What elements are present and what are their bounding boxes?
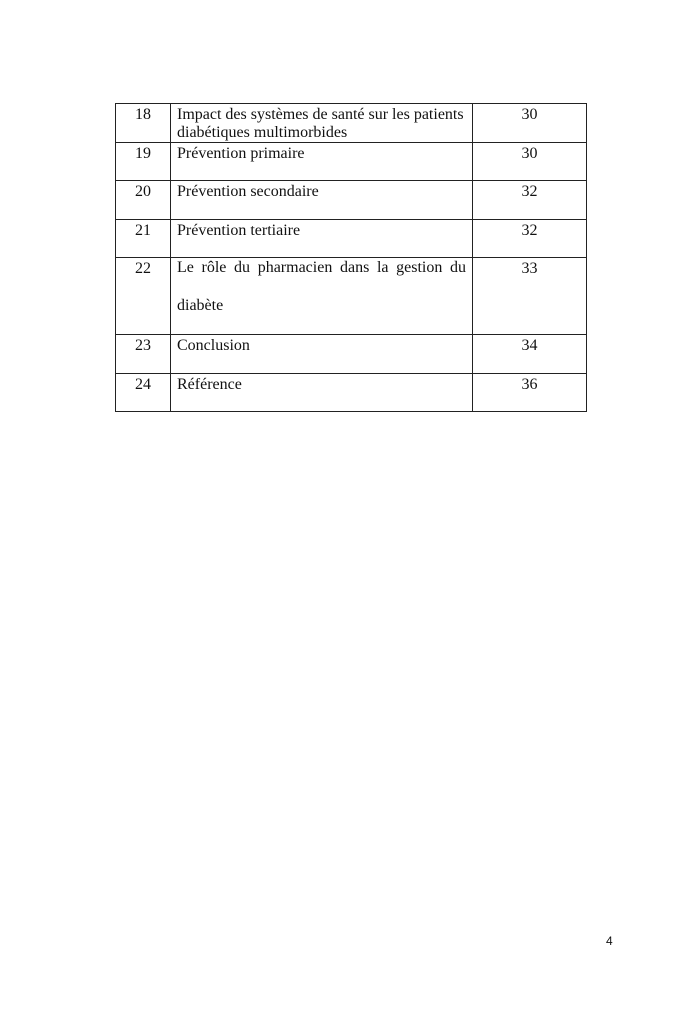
table-row: 22 Le rôle du pharmacien dans la gestion …	[115, 248, 587, 335]
toc-page: 30	[472, 142, 587, 181]
toc-number: 19	[115, 142, 171, 181]
toc-number: 23	[115, 334, 171, 374]
toc-number: 21	[115, 219, 171, 258]
toc-page: 30	[472, 103, 587, 143]
table-row: 19 Prévention primaire 30	[115, 142, 587, 181]
toc-number: 24	[115, 373, 171, 412]
toc-page: 32	[472, 219, 587, 258]
toc-number: 22	[115, 257, 171, 335]
toc-page: 32	[472, 180, 587, 220]
page-number: 4	[606, 934, 613, 948]
toc-page: 36	[472, 373, 587, 412]
toc-page: 34	[472, 334, 587, 374]
toc-number: 18	[115, 103, 171, 143]
toc-title: Prévention primaire	[170, 142, 473, 181]
toc-page: 33	[472, 257, 587, 335]
toc-title: Prévention secondaire	[170, 180, 473, 220]
toc-number: 20	[115, 180, 171, 220]
table-row: 24 Référence 36	[115, 373, 587, 412]
toc-title: Référence	[170, 373, 473, 412]
table-row: 18 Impact des systèmes de santé sur les p…	[115, 103, 587, 143]
toc-title: Le rôle du pharmacien dans la gestion du…	[170, 248, 473, 326]
table-of-contents: 18 Impact des systèmes de santé sur les p…	[115, 103, 587, 412]
table-row: 20 Prévention secondaire 32	[115, 180, 587, 220]
toc-title: Impact des systèmes de santé sur les pat…	[170, 103, 473, 143]
table-row: 23 Conclusion 34	[115, 334, 587, 374]
toc-title: Conclusion	[170, 334, 473, 374]
